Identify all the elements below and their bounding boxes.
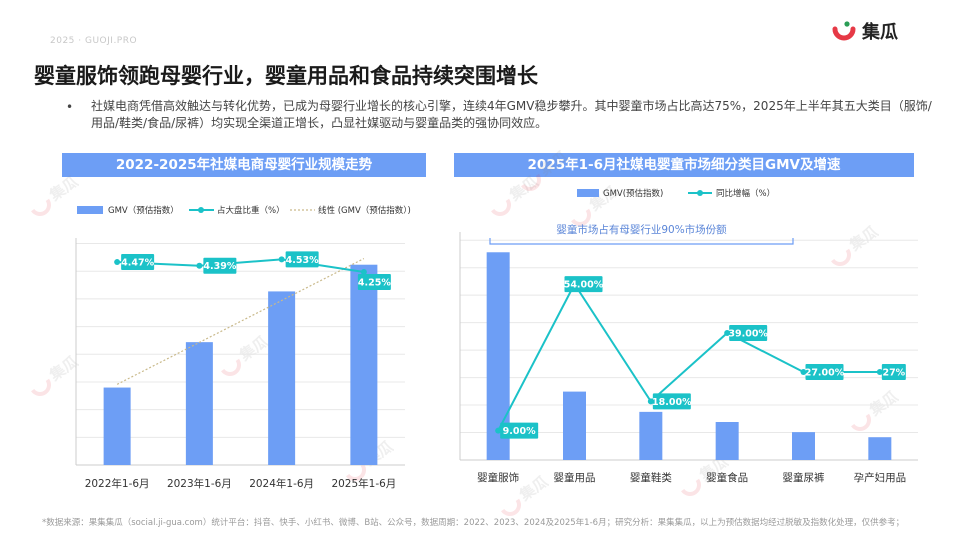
watermark-logo-icon (570, 208, 591, 226)
brand-name: 集瓜 (862, 22, 898, 43)
brand-watermark: 2025 · GUOJI.PRO (50, 36, 138, 46)
data-label-box (729, 324, 768, 341)
watermark-logo-icon (490, 198, 511, 216)
data-label: 39.00% (728, 328, 768, 339)
watermark-logo-icon (220, 358, 241, 376)
x-tick-label: 婴童食品 (706, 471, 748, 484)
growth-point (876, 369, 883, 376)
data-label: 9.00% (503, 426, 536, 437)
data-label: 18.00% (652, 397, 692, 408)
legend-label: 线性 (GMV（预估指数）) (318, 205, 411, 216)
data-label-box (357, 274, 391, 291)
data-label-box (121, 254, 155, 271)
bar (563, 391, 586, 460)
data-label: 4.39% (203, 261, 236, 272)
data-label: 54.00% (564, 280, 604, 291)
legend-label: GMV（预估指数） (108, 205, 179, 216)
bar (103, 387, 131, 465)
bar (185, 342, 213, 465)
watermark-logo-icon (680, 478, 701, 496)
brand-logo: 集瓜 (832, 18, 898, 44)
right-chart-title: 2025年1-6月社媒电婴童市场细分类目GMV及增速 (454, 153, 914, 177)
share-line (117, 258, 365, 274)
legend-label: GMV(预估指数) (603, 188, 663, 199)
share-point (196, 262, 203, 269)
data-label: 27.00% (805, 368, 845, 379)
bar (792, 432, 815, 460)
page-title: 婴童服饰领跑母婴行业，婴童用品和食品持续突围增长 (34, 64, 538, 88)
page-subtitle: 社媒电商凭借高效触达与转化优势，已成为母婴行业增长的核心引擎，连续4年GMV稳步… (91, 99, 932, 130)
watermark-logo-icon (30, 198, 51, 216)
data-label-box (285, 251, 319, 268)
data-label-box (881, 364, 906, 381)
x-tick-label: 婴童服饰 (477, 471, 519, 484)
data-label-box (805, 364, 844, 381)
share-point (278, 256, 285, 263)
legend-swatch-point (697, 190, 703, 196)
growth-point (647, 398, 654, 405)
legend-label: 同比增幅（%） (716, 188, 775, 199)
data-label: 27% (882, 368, 905, 379)
bullet-icon: • (66, 100, 74, 114)
footnote: *数据来源：果集集瓜（social.ji-gua.com）统计平台：抖音、快手、… (42, 518, 905, 528)
bar (715, 422, 739, 460)
bar (868, 437, 892, 460)
data-label-box (652, 393, 691, 410)
annotation-bracket (489, 238, 794, 245)
x-tick-label: 2024年1-6月 (249, 477, 314, 490)
data-label: 4.47% (121, 258, 154, 269)
share-point (114, 259, 121, 266)
x-tick-label: 孕产妇用品 (854, 471, 907, 484)
growth-point (495, 427, 502, 434)
legend-swatch-point (198, 207, 204, 213)
data-label: 4.53% (286, 255, 319, 266)
watermark-logo-icon (830, 248, 851, 266)
bar (486, 252, 510, 460)
legend-swatch-bar (77, 206, 103, 214)
x-tick-label: 2025年1-6月 (331, 477, 396, 490)
bar (350, 264, 378, 465)
x-tick-label: 婴童尿裤 (783, 471, 825, 484)
x-tick-label: 婴童用品 (554, 471, 596, 484)
bar (268, 291, 296, 465)
data-label: 4.25% (358, 278, 391, 289)
watermark-logo-icon (30, 378, 51, 396)
watermark-logo-icon (850, 413, 871, 431)
x-tick-label: 2022年1-6月 (85, 477, 150, 490)
legend-label: 占大盘比重（%） (217, 205, 285, 216)
x-tick-label: 2023年1-6月 (167, 477, 232, 490)
legend-swatch-bar (577, 189, 599, 197)
data-label-box (203, 257, 237, 274)
growth-point (800, 369, 807, 376)
watermark-logo-icon (345, 463, 366, 481)
bar (639, 411, 663, 460)
data-label-box (500, 422, 539, 439)
data-label-box (564, 276, 603, 293)
share-point (360, 269, 367, 276)
annotation-text: 婴童市场占有母婴行业90%市场份额 (556, 223, 727, 236)
watermark-logo-icon (500, 498, 521, 516)
watermark-logo-icon (520, 173, 541, 191)
logo-icon (832, 21, 856, 41)
growth-point (724, 329, 731, 336)
left-chart-title: 2022-2025年社媒电商母婴行业规模走势 (62, 153, 426, 177)
x-tick-label: 婴童鞋类 (630, 471, 672, 484)
